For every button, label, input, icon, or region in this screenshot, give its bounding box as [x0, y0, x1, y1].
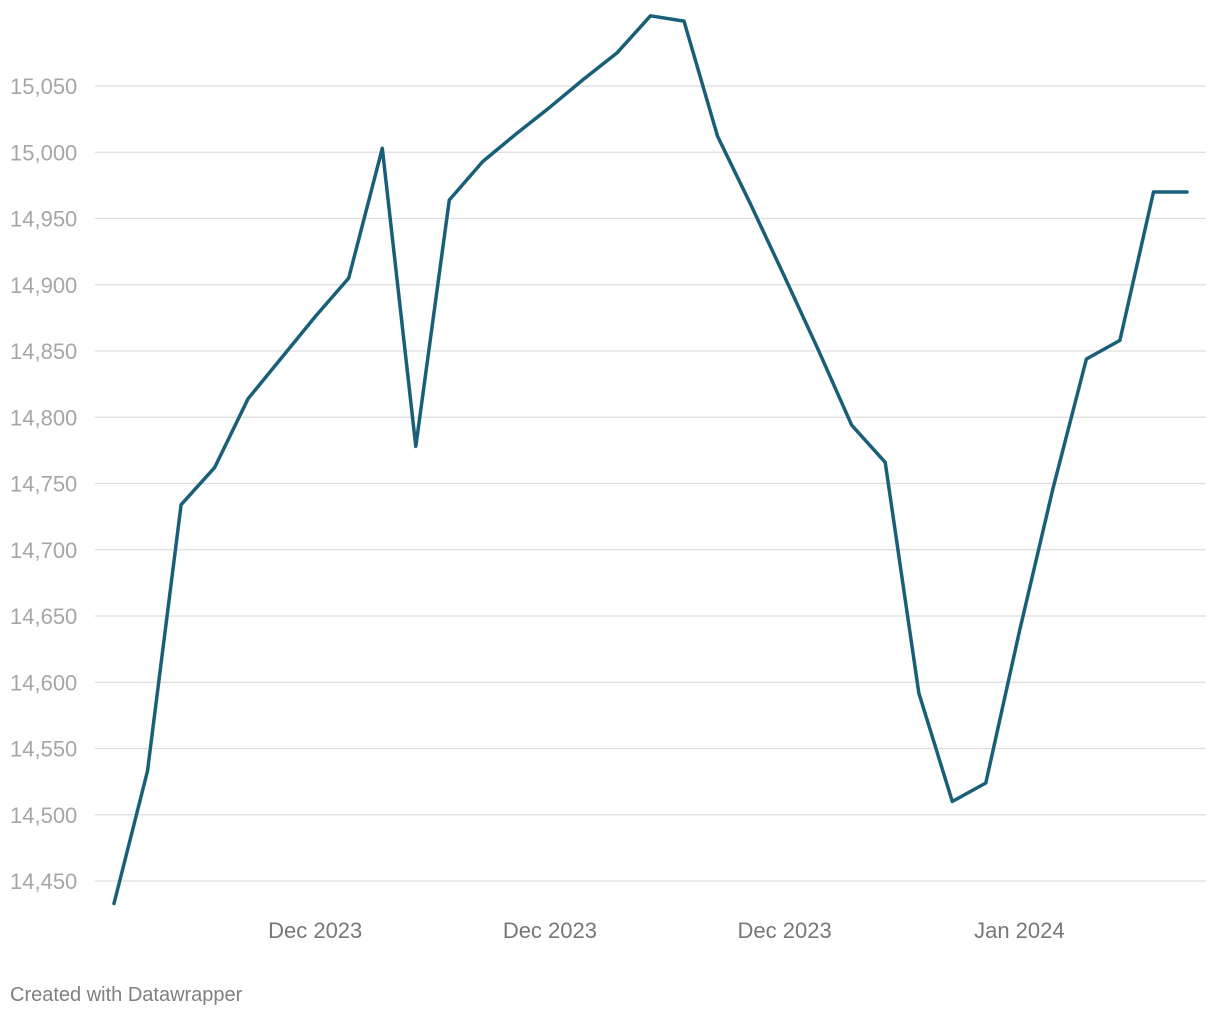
data-point: [111, 901, 117, 907]
data-point: [145, 768, 151, 774]
data-point: [279, 355, 285, 361]
x-tick-label: Dec 2023: [738, 918, 832, 943]
x-axis-tick-labels: Dec 2023 Dec 2023 Dec 2023 Jan 2024: [268, 918, 1065, 943]
series-group: [111, 13, 1190, 907]
data-point: [983, 780, 989, 786]
x-tick-label: Dec 2023: [503, 918, 597, 943]
y-tick-label: 14,600: [10, 670, 77, 695]
data-point: [882, 459, 888, 465]
data-point: [1050, 486, 1056, 492]
data-point: [379, 145, 385, 151]
y-tick-label: 14,900: [10, 273, 77, 298]
data-point: [480, 159, 486, 165]
data-point: [782, 274, 788, 280]
series-line: [112, 14, 1189, 906]
data-point: [312, 314, 318, 320]
grid-lines: [95, 85, 1206, 882]
data-point: [815, 347, 821, 353]
data-point: [580, 76, 586, 82]
data-point: [1184, 189, 1190, 195]
y-tick-label: 14,500: [10, 803, 77, 828]
y-tick-label: 14,850: [10, 339, 77, 364]
x-tick-label: Jan 2024: [974, 918, 1065, 943]
data-point: [245, 396, 251, 402]
data-point: [1117, 337, 1123, 343]
y-tick-label: 14,750: [10, 472, 77, 497]
data-point: [547, 104, 553, 110]
data-point: [648, 13, 654, 19]
y-tick-label: 14,950: [10, 207, 77, 232]
data-point: [178, 502, 184, 508]
data-point: [715, 133, 721, 139]
data-point: [446, 197, 452, 203]
y-tick-label: 14,450: [10, 869, 77, 894]
data-point: [513, 131, 519, 137]
data-point: [681, 18, 687, 24]
y-tick-label: 15,000: [10, 140, 77, 165]
y-tick-label: 14,700: [10, 538, 77, 563]
data-point: [346, 275, 352, 281]
credit-text: Created with Datawrapper: [10, 984, 243, 1006]
data-point: [916, 690, 922, 696]
data-point: [1083, 356, 1089, 362]
data-point: [1016, 629, 1022, 635]
data-point: [212, 465, 218, 471]
y-tick-label: 14,800: [10, 405, 77, 430]
y-tick-label: 14,650: [10, 604, 77, 629]
x-tick-label: Dec 2023: [268, 918, 362, 943]
data-point: [1150, 189, 1156, 195]
data-point: [413, 443, 419, 449]
y-tick-label: 14,550: [10, 737, 77, 762]
y-axis-tick-labels: 14,450 14,500 14,550 14,600 14,650 14,700 14,7…: [10, 74, 77, 894]
y-tick-label: 15,050: [10, 74, 77, 99]
data-point: [949, 799, 955, 805]
data-point: [614, 50, 620, 56]
data-point: [849, 422, 855, 428]
data-point: [748, 202, 754, 208]
